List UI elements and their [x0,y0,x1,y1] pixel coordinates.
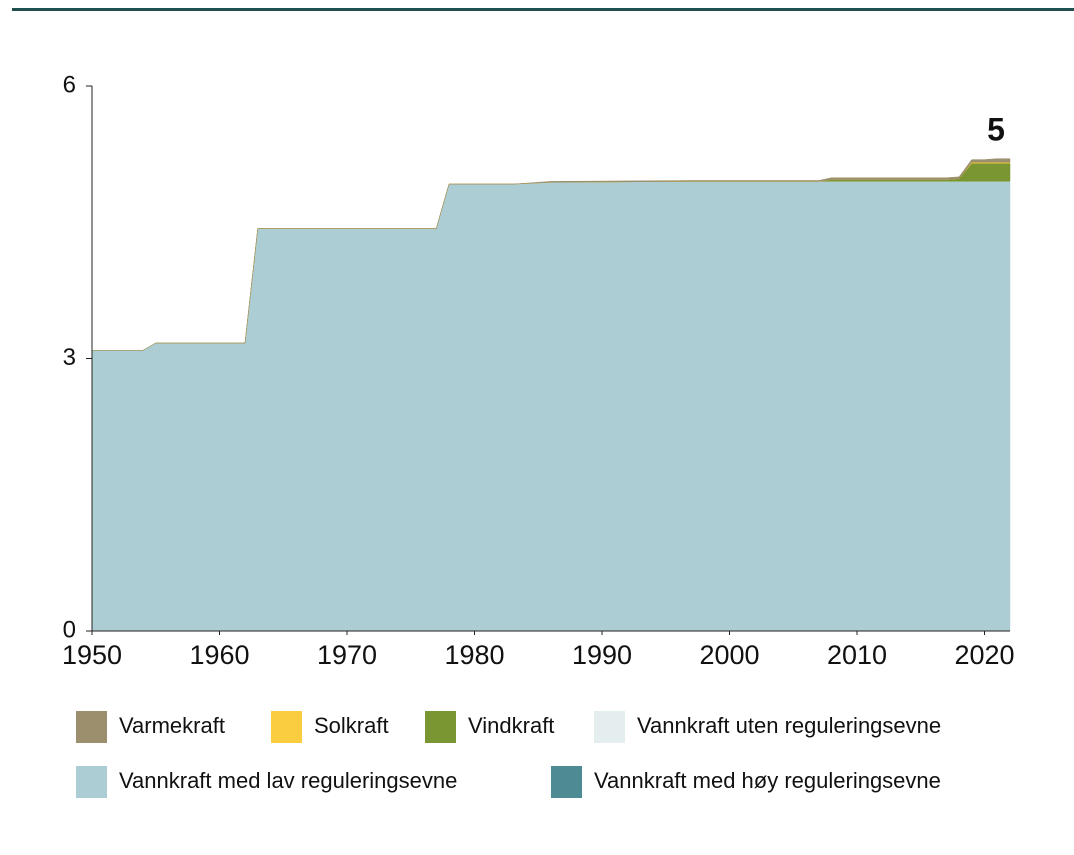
x-tick-label: 1990 [572,640,632,670]
legend-swatch [76,766,107,798]
y-tick-label: 0 [63,616,76,643]
legend-label: Vindkraft [468,713,554,738]
annotation: 5 [987,111,1005,147]
x-tick-label: 2020 [954,640,1014,670]
area [92,158,1011,351]
legend-label: Vannkraft med lav reguleringsevne [119,768,457,793]
area [91,181,1011,632]
legend-swatch [271,711,302,743]
top-rule [12,8,1074,11]
x-tick-label: 1960 [189,640,249,670]
legend-label: Varmekraft [119,713,225,738]
x-tick-label: 2000 [699,640,759,670]
x-tick-label: 1970 [317,640,377,670]
legend-swatch [76,711,107,743]
x-tick-label: 1950 [62,640,122,670]
legend-swatch [551,766,582,798]
legend-label: Vannkraft uten reguleringsevne [637,713,941,738]
legend-swatch [425,711,456,743]
y-tick-label: 6 [63,71,76,98]
x-tick-label: 2010 [827,640,887,670]
y-tick-label: 3 [63,344,76,371]
legend-swatch [594,711,625,743]
legend-label: Vannkraft med høy reguleringsevne [594,768,941,793]
legend-label: Solkraft [314,713,389,738]
x-tick-label: 1980 [444,640,504,670]
